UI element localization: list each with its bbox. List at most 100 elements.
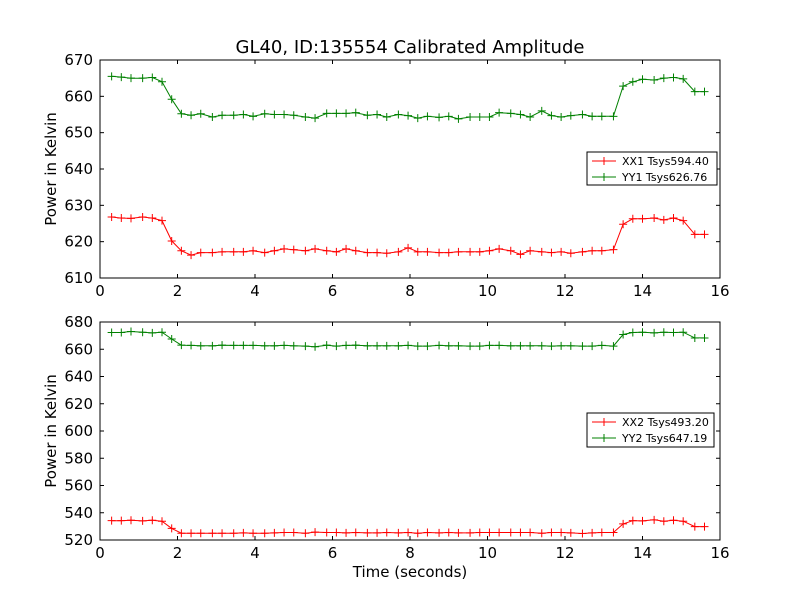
- data-point-yy2: [187, 341, 196, 350]
- data-point-yy2: [382, 341, 391, 350]
- top-plot: 0 2 4 6 8 10 12 14 16 610 620 630 640 650 660 670 Power …: [42, 51, 730, 300]
- data-point-xx1: [311, 244, 320, 253]
- data-point-xx1: [537, 247, 546, 256]
- y-tick-label: 650: [64, 124, 93, 142]
- x-tick-label: 2: [173, 282, 183, 300]
- data-point-xx2: [578, 529, 587, 538]
- data-point-yy1: [638, 75, 647, 84]
- data-point-xx1: [588, 246, 597, 255]
- data-point-xx1: [332, 247, 341, 256]
- data-point-yy2: [404, 341, 413, 350]
- data-point-xx1: [526, 246, 535, 255]
- data-point-yy2: [659, 328, 668, 337]
- data-point-yy1: [485, 113, 494, 122]
- data-point-yy1: [394, 110, 403, 119]
- data-point-yy2: [628, 328, 637, 337]
- data-point-xx1: [557, 247, 566, 256]
- data-point-xx1: [475, 247, 484, 256]
- data-point-xx1: [394, 247, 403, 256]
- data-point-yy1: [138, 74, 147, 83]
- data-point-xx2: [332, 528, 341, 537]
- data-point-xx1: [619, 220, 628, 229]
- data-point-xx1: [516, 250, 525, 259]
- data-point-xx1: [167, 236, 176, 245]
- data-point-xx2: [619, 519, 628, 528]
- data-point-yy2: [547, 342, 556, 351]
- data-point-yy1: [423, 112, 432, 121]
- data-point-yy2: [208, 341, 217, 350]
- data-point-yy2: [475, 342, 484, 351]
- data-point-yy2: [148, 328, 157, 337]
- data-point-xx1: [423, 247, 432, 256]
- data-point-xx1: [454, 247, 463, 256]
- data-point-yy1: [196, 109, 205, 118]
- data-point-xx1: [280, 244, 289, 253]
- y-axis-label: Power in Kelvin: [42, 374, 60, 488]
- x-tick-label: 2: [173, 544, 183, 562]
- plot-frame: [99, 59, 721, 279]
- data-point-xx1: [373, 248, 382, 257]
- data-point-xx1: [382, 249, 391, 258]
- x-tick-label: 0: [95, 282, 105, 300]
- data-point-yy1: [270, 110, 279, 119]
- data-point-yy1: [351, 108, 360, 117]
- data-point-yy2: [690, 333, 699, 342]
- data-point-yy2: [239, 341, 248, 350]
- y-tick-label: 600: [64, 422, 93, 440]
- data-point-yy1: [650, 75, 659, 84]
- data-point-yy2: [679, 328, 688, 337]
- y-tick-label: 540: [64, 504, 93, 522]
- data-point-xx2: [289, 528, 298, 537]
- data-point-yy1: [382, 113, 391, 122]
- data-point-yy2: [196, 341, 205, 350]
- data-point-yy1: [566, 111, 575, 120]
- data-point-yy1: [177, 109, 186, 118]
- data-point-yy1: [578, 110, 587, 119]
- data-point-xx1: [177, 246, 186, 255]
- data-point-xx1: [650, 214, 659, 223]
- data-point-yy2: [435, 341, 444, 350]
- data-point-yy1: [466, 113, 475, 122]
- data-point-yy2: [301, 342, 310, 351]
- data-point-yy2: [526, 341, 535, 350]
- data-point-xx1: [597, 246, 606, 255]
- x-tick-label: 0: [95, 544, 105, 562]
- data-point-yy2: [311, 342, 320, 351]
- bottom-plot: 0 2 4 6 8 10 12 14 16 520 540 560 580 600 620 640 660 680…: [42, 313, 730, 581]
- x-tick-label: 6: [328, 282, 338, 300]
- data-point-yy1: [628, 77, 637, 86]
- data-point-yy1: [332, 109, 341, 118]
- x-tick-label: 4: [250, 282, 260, 300]
- data-point-yy2: [537, 341, 546, 350]
- data-point-yy2: [218, 341, 227, 350]
- data-point-xx1: [669, 214, 678, 223]
- y-tick-label: 640: [64, 368, 93, 386]
- y-tick-label: 560: [64, 477, 93, 495]
- data-point-xx2: [177, 529, 186, 538]
- data-point-xx2: [537, 529, 546, 538]
- data-point-yy2: [322, 341, 331, 350]
- data-point-yy2: [117, 328, 126, 337]
- data-point-xx1: [609, 245, 618, 254]
- data-point-yy1: [249, 112, 258, 121]
- data-point-xx2: [669, 516, 678, 525]
- data-point-yy2: [280, 341, 289, 350]
- data-point-xx2: [485, 528, 494, 537]
- data-point-xx2: [280, 528, 289, 537]
- legend: XX1 Tsys594.40 YY1 Tsys626.76: [586, 151, 718, 186]
- x-tick-label: 14: [633, 544, 652, 562]
- legend-swatch-marker: [600, 173, 608, 181]
- data-point-xx2: [588, 528, 597, 537]
- data-point-xx1: [138, 212, 147, 221]
- data-point-xx2: [597, 528, 606, 537]
- data-point-xx2: [690, 522, 699, 531]
- data-point-xx2: [609, 528, 618, 537]
- data-point-yy2: [423, 342, 432, 351]
- data-point-yy1: [218, 111, 227, 120]
- data-point-yy1: [537, 106, 546, 115]
- data-point-yy1: [363, 111, 372, 120]
- data-point-yy2: [351, 341, 360, 350]
- data-point-xx1: [148, 214, 157, 223]
- data-point-xx1: [659, 215, 668, 224]
- x-tick-label: 8: [405, 282, 415, 300]
